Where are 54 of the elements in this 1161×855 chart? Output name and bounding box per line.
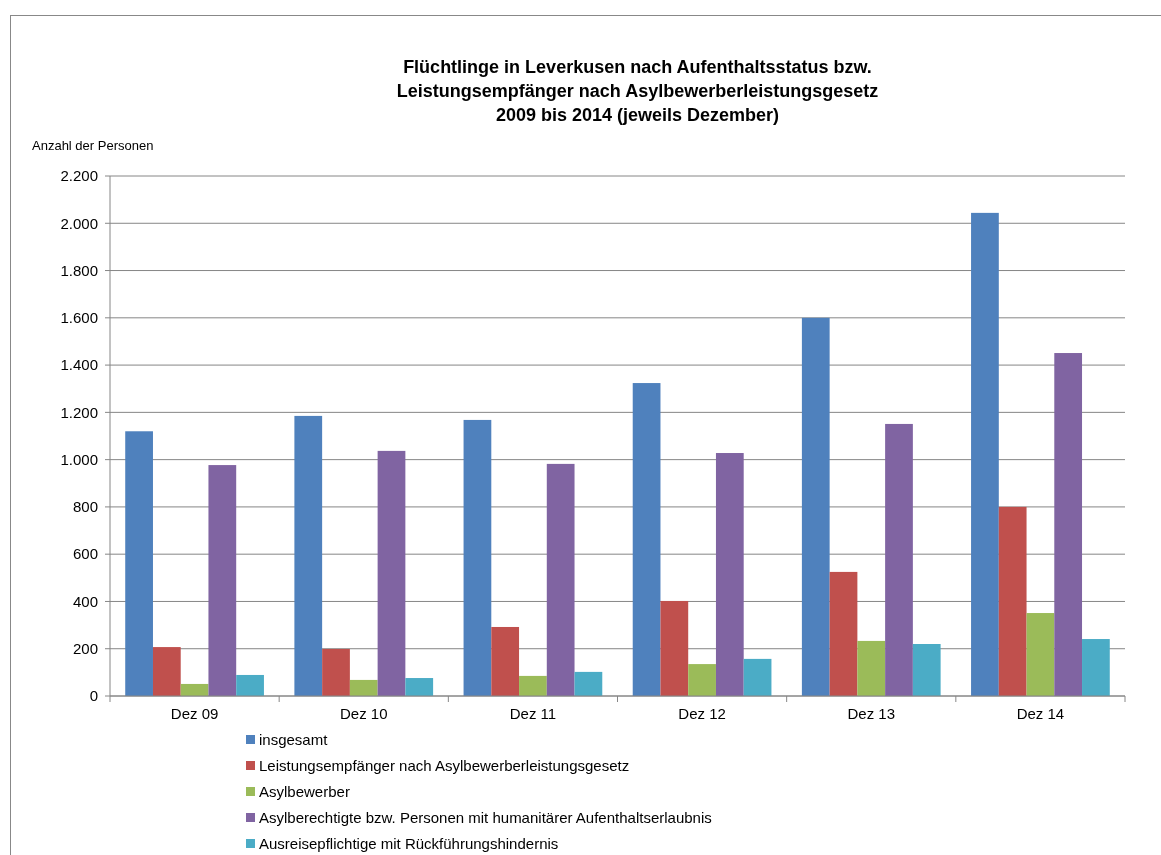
bar [998,506,1027,696]
y-axis-title: Anzahl der Personen [32,138,154,153]
y-tick-label: 1.600 [60,309,98,327]
bar [405,678,434,696]
bar [660,600,689,696]
bar [463,419,492,696]
x-tick-label: Dez 09 [170,705,219,722]
bar [1054,353,1083,696]
bar [632,383,661,696]
bar [519,675,547,696]
y-tick-label: 0 [89,687,98,705]
y-tick-label: 200 [72,639,98,657]
bar [208,465,237,696]
bar [349,679,378,696]
bar [688,664,716,696]
bar [236,674,264,696]
legend-label: insgesamt [259,731,329,749]
bar [857,640,886,696]
bar [715,453,744,696]
bar [574,671,603,696]
x-tick-label: Dez 13 [847,705,896,722]
legend-label: Ausreisepflichtige mit Rückführungshindernis [259,835,559,853]
y-tick-label: 600 [72,545,98,563]
x-tick-label: Dez 14 [1016,705,1065,722]
bar [912,644,941,696]
legend-label: Leistungsempfänger nach Asylbewerberleistungsgesetz [259,757,630,775]
bar [294,415,323,696]
bar [377,450,406,696]
x-tick-label: Dez 11 [509,705,557,722]
y-tick-label: 2.200 [60,167,98,185]
legend-label: Asylberechtigte bzw. Personen mit humanitärer Aufenthaltserlaubnis [259,809,712,827]
x-tick-label: Dez 10 [339,705,388,722]
bar [743,658,772,696]
chart-title: Flüchtlinge in Leverkusen nach Aufenthaltsstatus bzw. Leistungsempfänger nach Asylbewerberleistungsgesetz 2009 bis 2014 (jeweils Dezember) [396,57,879,125]
y-tick-label: 2.000 [60,214,98,232]
bar [491,626,520,696]
y-tick-label: 800 [72,498,98,516]
y-tick-label: 1.200 [60,403,98,421]
bar [1082,639,1110,696]
bar [885,423,913,696]
y-tick-label: 1.800 [60,261,98,279]
y-tick-label: 400 [72,592,98,610]
y-tick-label: 1.400 [60,356,98,374]
x-tick-label: Dez 12 [678,705,726,722]
bar [829,571,858,696]
bar [801,317,830,696]
bar [1026,613,1055,696]
bar [152,647,181,696]
bar [971,212,999,696]
y-tick-label: 1.000 [60,450,98,468]
bar [125,431,153,696]
legend-label: Asylbewerber [259,783,350,801]
bar [322,648,350,696]
bar [546,463,575,696]
